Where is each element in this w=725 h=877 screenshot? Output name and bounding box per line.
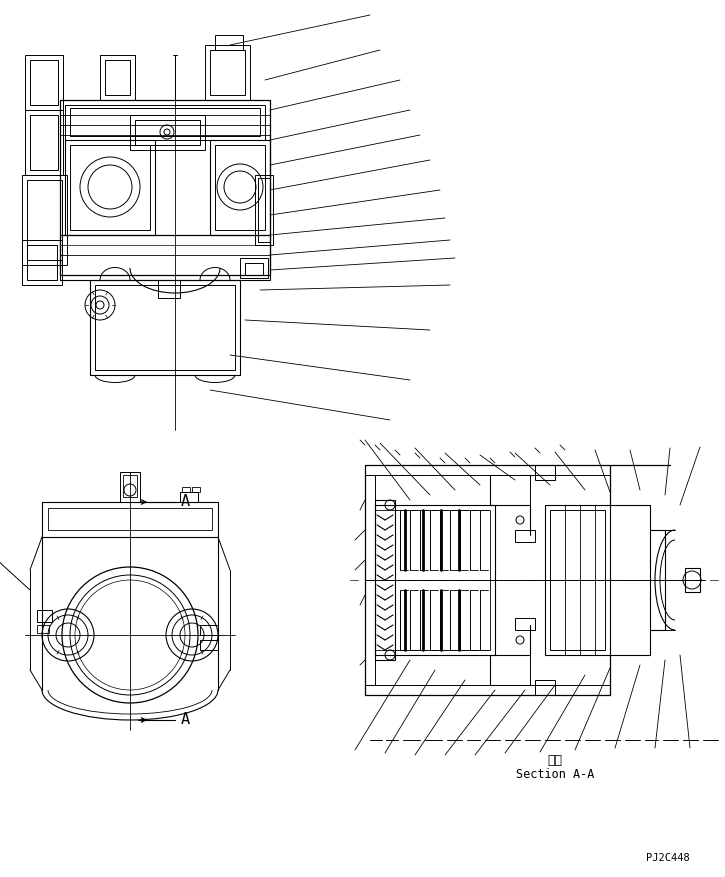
- Bar: [240, 258, 268, 278]
- Text: 断面: 断面: [547, 753, 563, 766]
- Bar: [30, 60, 58, 105]
- Bar: [158, 280, 180, 298]
- Bar: [60, 235, 270, 280]
- Bar: [70, 108, 260, 136]
- Bar: [70, 145, 150, 230]
- Bar: [210, 140, 270, 235]
- Bar: [535, 465, 555, 480]
- Bar: [205, 45, 250, 100]
- Bar: [95, 285, 235, 370]
- Bar: [215, 145, 265, 230]
- Bar: [25, 55, 63, 110]
- Bar: [22, 240, 62, 285]
- Text: A: A: [181, 712, 189, 728]
- Bar: [100, 55, 135, 100]
- Bar: [515, 618, 535, 630]
- Bar: [535, 680, 555, 695]
- Bar: [245, 263, 263, 275]
- Bar: [27, 245, 57, 280]
- Bar: [490, 475, 530, 505]
- Bar: [215, 35, 243, 50]
- Bar: [48, 508, 212, 530]
- Bar: [515, 530, 535, 542]
- Bar: [22, 175, 67, 265]
- Bar: [375, 500, 395, 660]
- Text: Section A-A: Section A-A: [515, 768, 594, 781]
- Bar: [182, 487, 190, 492]
- Bar: [258, 178, 270, 242]
- Bar: [200, 640, 218, 650]
- Bar: [65, 105, 265, 140]
- Bar: [210, 50, 245, 95]
- Bar: [375, 505, 495, 655]
- Bar: [200, 625, 218, 635]
- Bar: [27, 180, 62, 260]
- Bar: [120, 472, 140, 502]
- Bar: [685, 568, 700, 592]
- Text: PJ2C448: PJ2C448: [646, 853, 690, 863]
- Bar: [25, 110, 63, 175]
- Bar: [42, 502, 218, 537]
- Bar: [90, 280, 240, 375]
- Bar: [65, 140, 155, 235]
- Bar: [30, 115, 58, 170]
- Bar: [550, 510, 605, 650]
- Bar: [60, 100, 270, 275]
- Bar: [545, 505, 610, 655]
- Bar: [123, 475, 137, 497]
- Bar: [135, 120, 200, 145]
- Bar: [105, 60, 130, 95]
- Bar: [255, 175, 273, 245]
- Bar: [490, 655, 530, 685]
- Bar: [192, 487, 200, 492]
- Bar: [375, 510, 490, 650]
- Bar: [37, 610, 52, 622]
- Text: A: A: [181, 495, 189, 510]
- Bar: [37, 625, 49, 633]
- Bar: [180, 492, 198, 502]
- Bar: [130, 115, 205, 150]
